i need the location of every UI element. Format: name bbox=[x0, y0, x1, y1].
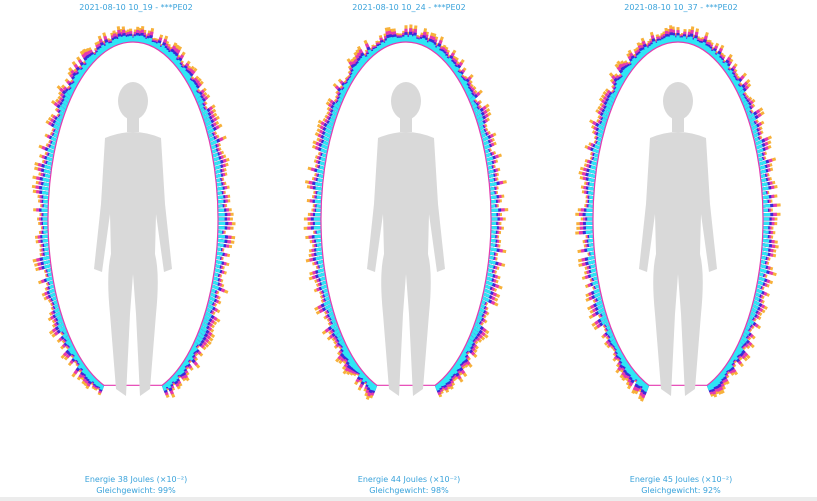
aura-layer bbox=[313, 34, 499, 392]
panel-title: 2021-08-10 10_24 - ***PE02 bbox=[352, 3, 466, 12]
aura-image bbox=[31, 26, 236, 398]
balance-label: Gleichgewicht: 98% bbox=[369, 486, 449, 495]
panel-title: 2021-08-10 10_37 - ***PE02 bbox=[624, 3, 738, 12]
scrollbar-track bbox=[0, 497, 817, 501]
energy-label: Energie 44 Joules (×10⁻²) bbox=[357, 475, 461, 484]
aura-image bbox=[575, 25, 781, 402]
panel-stats: Energie 38 Joules (×10⁻²) Gleichgewicht:… bbox=[0, 474, 272, 496]
human-silhouette-icon bbox=[94, 82, 172, 396]
aura-panel-3: 2021-08-10 10_37 - ***PE02 Energie 45 Jo… bbox=[545, 0, 817, 497]
aura-layer bbox=[585, 35, 771, 393]
balance-label: Gleichgewicht: 92% bbox=[641, 486, 721, 495]
panel-stats: Energie 45 Joules (×10⁻²) Gleichgewicht:… bbox=[545, 474, 817, 496]
human-silhouette-icon bbox=[639, 82, 717, 396]
aura-image bbox=[303, 24, 509, 400]
human-silhouette-icon bbox=[367, 82, 445, 396]
energy-label: Energie 45 Joules (×10⁻²) bbox=[629, 475, 733, 484]
aura-panel-2: 2021-08-10 10_24 - ***PE02 Energie 44 Jo… bbox=[273, 0, 545, 497]
panel-title: 2021-08-10 10_19 - ***PE02 bbox=[79, 3, 193, 12]
aura-layer bbox=[41, 35, 226, 391]
balance-label: Gleichgewicht: 99% bbox=[96, 486, 176, 495]
panel-stats: Energie 44 Joules (×10⁻²) Gleichgewicht:… bbox=[273, 474, 545, 496]
energy-label: Energie 38 Joules (×10⁻²) bbox=[84, 475, 188, 484]
aura-panel-1: 2021-08-10 10_19 - ***PE02 Energie 38 Jo… bbox=[0, 0, 272, 497]
